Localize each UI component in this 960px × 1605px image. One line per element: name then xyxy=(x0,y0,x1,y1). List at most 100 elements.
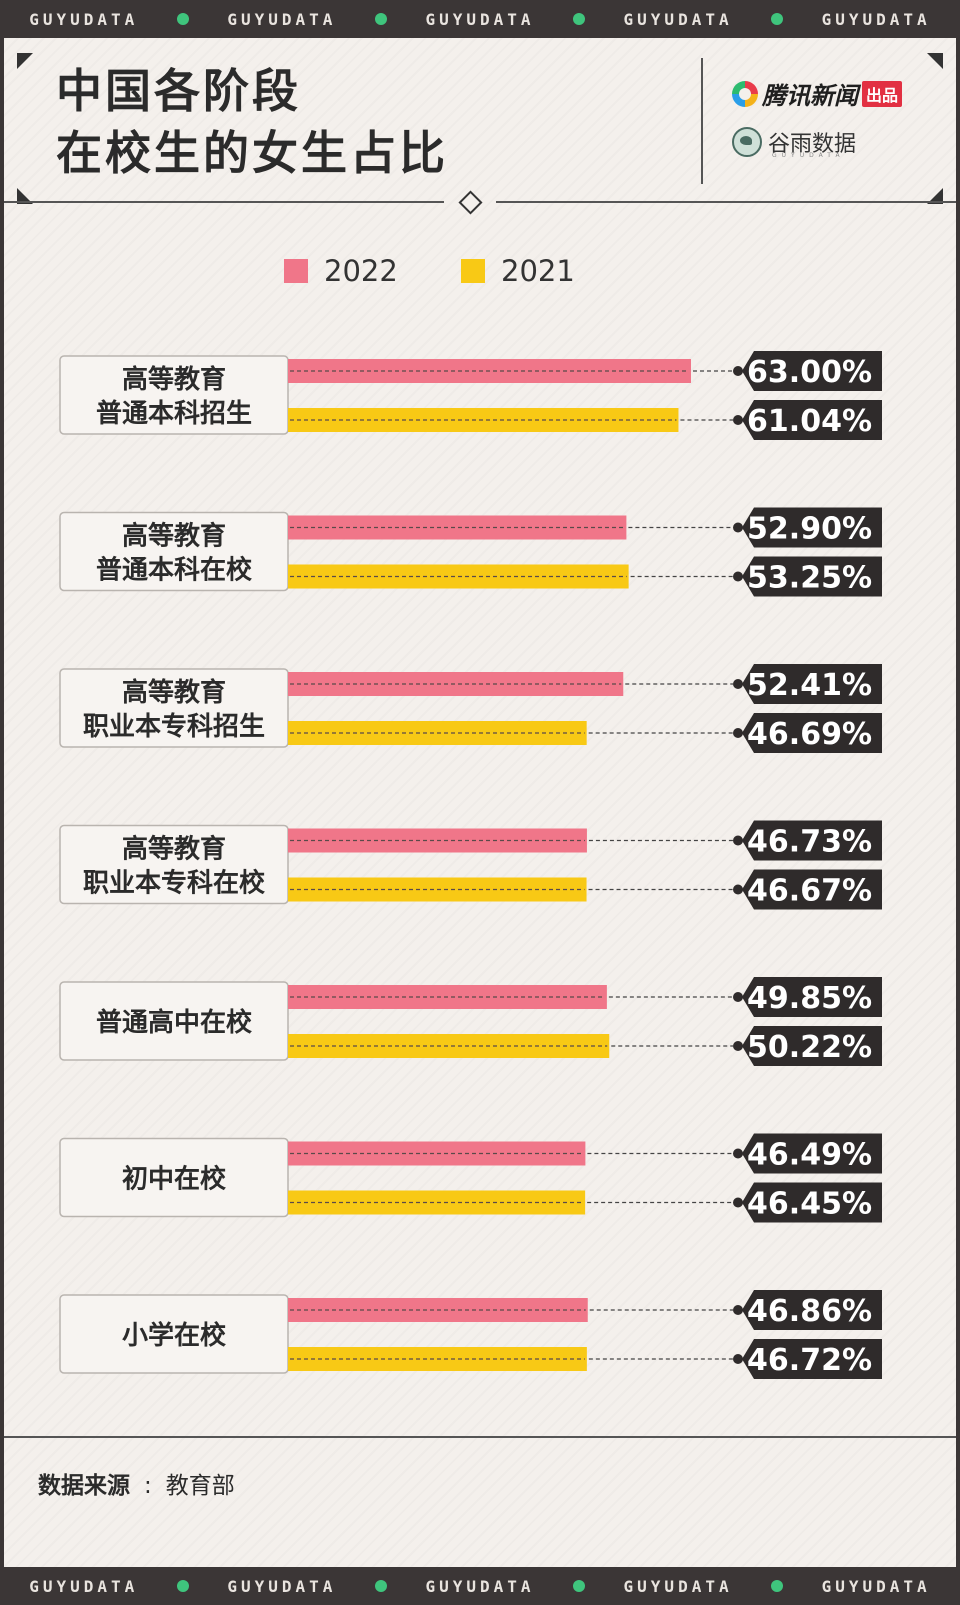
leader-dot xyxy=(733,522,743,533)
category-label: 高等教育 xyxy=(122,834,226,865)
ticker-dot-icon xyxy=(176,1580,189,1592)
value-tag xyxy=(742,1290,882,1330)
ticker-dot-icon xyxy=(374,1580,387,1592)
value-tag xyxy=(742,977,882,1017)
ticker-text: GUYUDATA xyxy=(623,1576,733,1596)
bar-2022 xyxy=(288,672,624,696)
leader-dot xyxy=(733,571,743,582)
legend-label-2022: 2022 xyxy=(324,254,398,288)
tencent-news-tag: 出品 xyxy=(862,80,903,107)
guyu-data-name: 谷雨数据 xyxy=(768,132,857,157)
page-title: 中国各阶段 在校生的女生占比 xyxy=(56,60,448,184)
category-box xyxy=(59,511,289,592)
ticker-text: GUYUDATA xyxy=(821,9,931,29)
source-label: 数据来源 xyxy=(38,1473,130,1499)
value-tag xyxy=(742,713,882,753)
ticker-text: GUYUDATA xyxy=(821,1576,931,1596)
ticker-top: GUYUDATA GUYUDATA GUYUDATA GUYUDATA GUYUDATA xyxy=(0,0,960,38)
title-line-2: 在校生的女生占比 xyxy=(56,126,448,180)
value-tag xyxy=(742,1182,882,1223)
header-divider xyxy=(701,58,703,184)
ticker-text: GUYUDATA xyxy=(29,9,139,29)
leader-dot xyxy=(733,1148,743,1159)
category-label: 高等教育 xyxy=(122,677,226,708)
ticker-bottom: GUYUDATA GUYUDATA GUYUDATA GUYUDATA GUYUDATA xyxy=(0,1567,960,1605)
value-tag xyxy=(742,400,882,440)
ticker-text: GUYUDATA xyxy=(425,1576,535,1596)
corner-top-left xyxy=(17,53,33,69)
guyu-data-sub: GUYUDATA xyxy=(772,152,845,159)
tencent-news-name: 腾讯新闻 xyxy=(762,82,858,110)
corner-bottom-right xyxy=(927,188,943,204)
leader-dot xyxy=(733,679,743,689)
guyu-data-logo-icon xyxy=(732,127,762,157)
category-box xyxy=(59,355,289,435)
data-label-2022: 46.73% xyxy=(747,825,872,860)
ticker-text: GUYUDATA xyxy=(227,1576,337,1596)
guyu-data-brand: 谷雨数据 GUYUDATA xyxy=(732,126,857,159)
bar-2022 xyxy=(288,515,627,540)
data-label-2022: 46.49% xyxy=(747,1138,872,1173)
value-tag xyxy=(742,1026,882,1066)
legend-label-2021: 2021 xyxy=(501,254,575,288)
leader-dot xyxy=(733,884,743,895)
value-tag xyxy=(742,869,882,910)
category-box xyxy=(59,1137,289,1218)
legend-2021: 2021 xyxy=(461,254,575,288)
leader-dot xyxy=(733,835,743,846)
ticker-dot-icon xyxy=(771,13,784,25)
value-tag xyxy=(742,1133,882,1174)
data-label-2022: 49.85% xyxy=(747,981,872,1016)
ticker-text: GUYUDATA xyxy=(29,1576,139,1596)
source-value: 教育部 xyxy=(165,1473,235,1499)
ticker-text: GUYUDATA xyxy=(227,9,337,29)
data-label-2021: 46.67% xyxy=(747,874,872,909)
value-tag xyxy=(742,820,882,861)
category-box xyxy=(59,668,289,748)
leader-dot xyxy=(733,1197,743,1208)
value-tag xyxy=(742,507,882,548)
tencent-news-brand: 腾讯新闻 出品 xyxy=(732,76,903,111)
category-label: 职业本专科在校 xyxy=(83,868,266,899)
data-label-2021: 46.69% xyxy=(747,717,872,752)
data-label-2022: 52.90% xyxy=(747,512,872,547)
value-tag xyxy=(742,556,882,597)
ticker-dot-icon xyxy=(573,13,586,25)
category-box xyxy=(59,1294,289,1374)
ticker-dot-icon xyxy=(374,13,387,25)
data-label-2021: 53.25% xyxy=(747,561,872,596)
title-line-1: 中国各阶段 xyxy=(56,64,301,118)
category-label: 高等教育 xyxy=(122,521,226,552)
ticker-text: GUYUDATA xyxy=(425,9,535,29)
leader-dot xyxy=(733,366,743,376)
data-label-2021: 46.72% xyxy=(747,1343,872,1378)
legend-swatch-2021 xyxy=(461,259,485,283)
leader-dot xyxy=(733,992,743,1002)
leader-dot xyxy=(733,728,743,738)
header-rule-left xyxy=(4,201,444,203)
category-label: 高等教育 xyxy=(122,364,226,395)
header-rule-right xyxy=(496,201,956,203)
ticker-dot-icon xyxy=(176,13,189,25)
corner-top-right xyxy=(927,53,943,69)
legend-swatch-2022 xyxy=(284,259,308,283)
corner-bottom-left xyxy=(17,188,33,204)
ticker-dot-icon xyxy=(771,1580,784,1592)
ticker-dot-icon xyxy=(573,1580,586,1592)
leader-dot xyxy=(733,1354,743,1364)
category-label: 普通高中在校 xyxy=(96,1007,253,1038)
ticker-text: GUYUDATA xyxy=(623,9,733,29)
leader-dot xyxy=(733,1305,743,1315)
category-box xyxy=(59,824,289,905)
data-label-2021: 50.22% xyxy=(747,1030,872,1065)
value-tag xyxy=(742,351,882,391)
value-tag xyxy=(742,1339,882,1379)
data-label-2021: 61.04% xyxy=(747,404,872,439)
category-label: 小学在校 xyxy=(122,1320,227,1351)
legend-2022: 2022 xyxy=(284,254,398,288)
footer-rule xyxy=(4,1436,956,1438)
data-source: 数据来源: 教育部 xyxy=(38,1473,235,1499)
tencent-news-logo-icon xyxy=(732,80,758,107)
data-label-2022: 52.41% xyxy=(747,668,872,703)
